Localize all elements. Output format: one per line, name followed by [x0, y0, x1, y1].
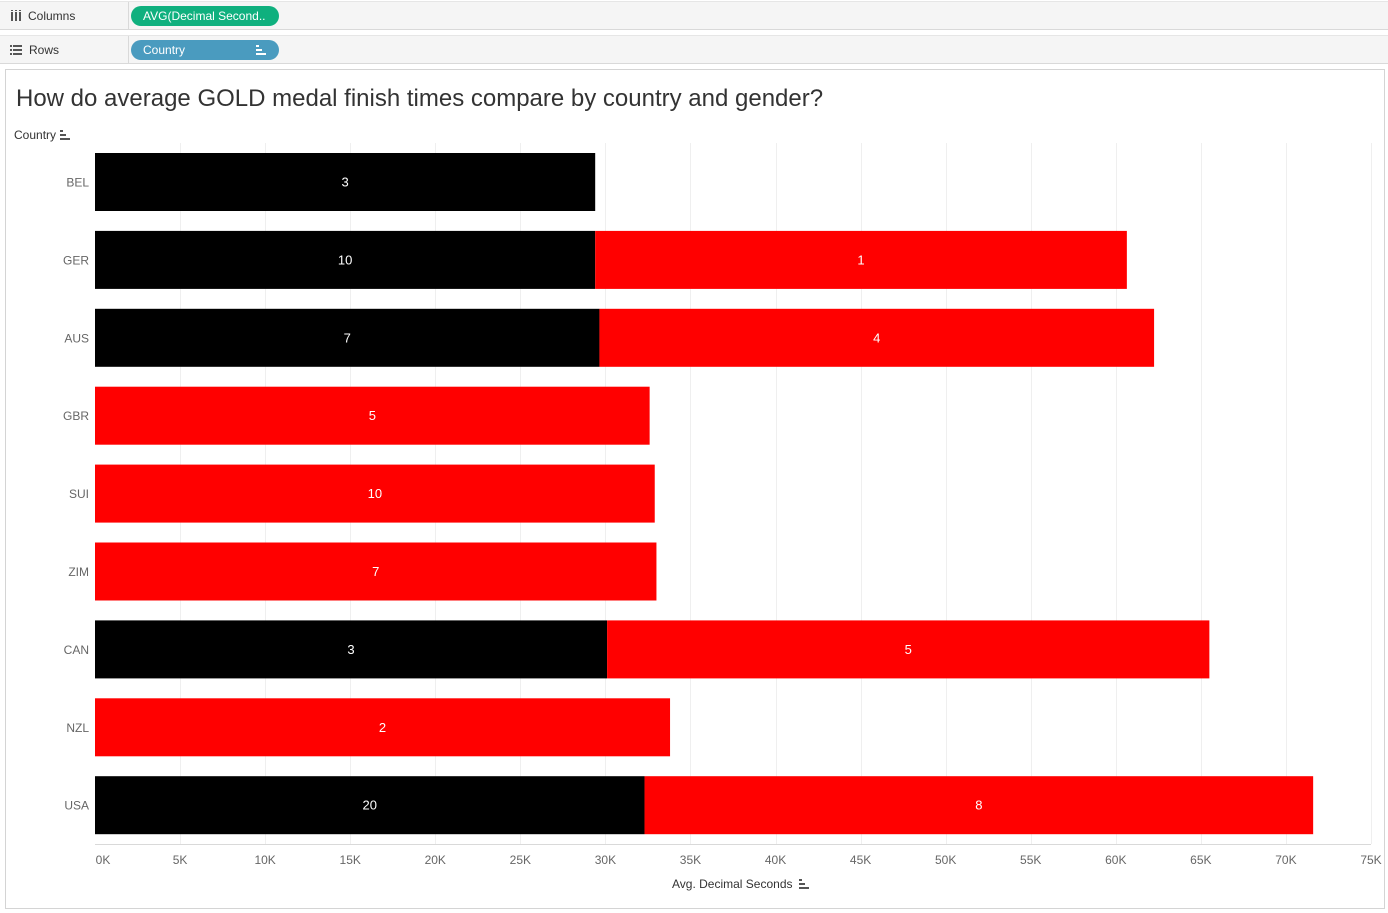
- x-tick-label: 15K: [340, 853, 361, 867]
- y-tick-label: USA: [64, 799, 89, 813]
- bar-data-label: 4: [873, 330, 880, 345]
- bar-segment: [95, 386, 650, 445]
- bar-data-label: 5: [905, 642, 912, 657]
- y-tick-label: AUS: [64, 331, 89, 345]
- bar-segment: [95, 698, 671, 757]
- x-tick-label: 65K: [1190, 853, 1211, 867]
- x-tick-label: 10K: [254, 853, 275, 867]
- columns-icon: [11, 10, 21, 21]
- sort-icon[interactable]: [60, 130, 71, 140]
- bar-segment: [95, 542, 657, 601]
- y-tick-label: SUI: [69, 487, 89, 501]
- bar-data-label: 7: [372, 564, 379, 579]
- bar-segment: [607, 620, 1210, 679]
- y-tick-label: NZL: [66, 721, 89, 735]
- x-axis-title-text: Avg. Decimal Seconds: [672, 877, 793, 891]
- rows-dimension-pill[interactable]: Country: [131, 40, 279, 60]
- x-tick-label: 40K: [765, 853, 786, 867]
- y-tick-label: GER: [63, 253, 89, 267]
- bar-segment: [95, 153, 596, 211]
- y-tick-label: CAN: [64, 643, 89, 657]
- bar-segment: [595, 230, 1127, 289]
- country-row-header[interactable]: Country: [14, 128, 71, 142]
- columns-measure-pill[interactable]: AVG(Decimal Second..: [131, 6, 279, 26]
- rows-pill-text: Country: [143, 43, 186, 57]
- bar-data-label: 7: [344, 330, 351, 345]
- chart-title: How do average GOLD medal finish times c…: [16, 85, 824, 112]
- bar-segment: [95, 620, 608, 679]
- bar-data-label: 3: [347, 642, 354, 657]
- x-tick-label: 30K: [595, 853, 616, 867]
- y-tick-label: GBR: [63, 409, 89, 423]
- rows-label-text: Rows: [29, 42, 60, 57]
- bar-segment: [95, 464, 655, 523]
- rows-shelf-label: Rows: [0, 36, 129, 63]
- bar-segment: [95, 776, 645, 835]
- columns-label-text: Columns: [28, 8, 76, 23]
- x-tick-label: 25K: [510, 853, 531, 867]
- bar-data-label: 2: [379, 720, 386, 735]
- x-tick-label: 5K: [173, 853, 188, 867]
- x-tick-label: 20K: [425, 853, 446, 867]
- x-axis-sort-icon[interactable]: [798, 879, 810, 889]
- columns-shelf: Columns AVG(Decimal Second..: [0, 1, 1388, 30]
- x-tick-label: 45K: [850, 853, 871, 867]
- sort-descending-icon[interactable]: [256, 45, 267, 55]
- bar-data-label: 20: [363, 798, 377, 813]
- bar-data-label: 10: [338, 252, 352, 267]
- bar-data-label: 5: [369, 408, 376, 423]
- x-tick-label: 55K: [1020, 853, 1041, 867]
- columns-shelf-label: Columns: [0, 2, 129, 29]
- rows-icon: [10, 44, 22, 55]
- bar-segment: [95, 308, 600, 367]
- country-header-text: Country: [14, 128, 57, 142]
- rows-shelf: Rows Country: [0, 35, 1388, 64]
- bar-data-label: 8: [975, 798, 982, 813]
- bar-data-label: 3: [341, 175, 348, 190]
- x-tick-label: 75K: [1360, 853, 1381, 867]
- bar-segment: [599, 308, 1155, 367]
- bar-data-label: 10: [368, 486, 382, 501]
- x-tick-label: 70K: [1275, 853, 1296, 867]
- y-tick-label: ZIM: [68, 565, 89, 579]
- x-tick-label: 0K: [96, 853, 111, 867]
- y-tick-label: BEL: [66, 176, 89, 190]
- bar-segment: [95, 230, 596, 289]
- x-tick-label: 50K: [935, 853, 956, 867]
- x-tick-label: 35K: [680, 853, 701, 867]
- bar-segment: [644, 776, 1314, 835]
- x-axis-title[interactable]: Avg. Decimal Seconds: [672, 877, 810, 891]
- bar-data-label: 1: [857, 252, 864, 267]
- columns-pill-text: AVG(Decimal Second..: [143, 9, 266, 23]
- x-tick-label: 60K: [1105, 853, 1126, 867]
